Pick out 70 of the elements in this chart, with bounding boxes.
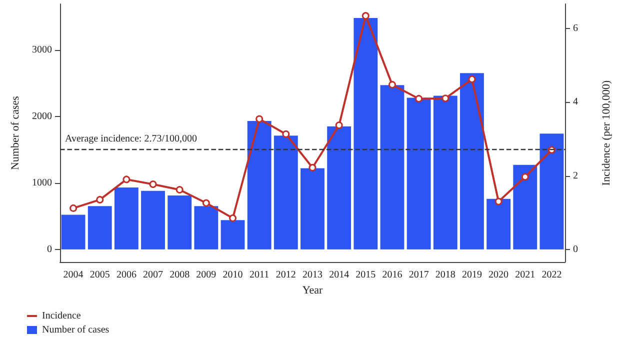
- bar: [513, 164, 538, 250]
- point: [362, 12, 370, 20]
- bar: [168, 196, 192, 250]
- point: [282, 130, 290, 138]
- point: [388, 80, 396, 88]
- x-tick-label: 2009: [196, 270, 216, 280]
- x-tick-label: 2007: [143, 270, 164, 280]
- y-tick-label: 2000: [32, 110, 52, 122]
- bar: [247, 121, 272, 250]
- y2-tick-label: 6: [573, 22, 578, 34]
- y-tick-label: 1000: [32, 177, 52, 188]
- x-tick-label: 2008: [170, 270, 190, 280]
- point: [494, 198, 502, 206]
- y-tick-label: 3000: [32, 44, 52, 56]
- point: [335, 122, 343, 130]
- bar: [406, 98, 431, 250]
- bar: [141, 190, 165, 250]
- bar: [460, 73, 484, 250]
- x-tick-label: 2012: [276, 270, 296, 280]
- x-tick-label: 2011: [250, 270, 270, 280]
- bar: [88, 206, 112, 250]
- y-axis-title: Number of cases: [10, 96, 22, 170]
- x-tick-label: 2020: [488, 270, 509, 280]
- x-tick-label: 2010: [222, 270, 243, 280]
- bar: [433, 96, 458, 250]
- x-tick-label: 2021: [515, 270, 536, 280]
- point: [176, 186, 184, 194]
- legend-label: Incidence: [42, 310, 82, 322]
- bar: [327, 126, 352, 250]
- point: [468, 75, 476, 83]
- x-tick-label: 2019: [462, 270, 482, 280]
- point: [122, 176, 130, 184]
- y2-axis-title: Incidence (per 100,000): [600, 80, 612, 186]
- y2-tick-label: 2: [573, 170, 578, 182]
- point: [70, 204, 78, 212]
- point: [202, 199, 210, 207]
- point: [442, 94, 450, 102]
- point: [149, 180, 157, 188]
- bar: [300, 168, 324, 250]
- point: [229, 214, 237, 222]
- bar: [354, 18, 378, 250]
- bar: [486, 198, 511, 250]
- y2-tick-label: 0: [573, 244, 578, 255]
- x-tick-label: 2016: [382, 270, 402, 280]
- bar: [114, 188, 138, 250]
- y2-tick-label: 4: [573, 96, 578, 108]
- bar: [61, 214, 86, 250]
- x-tick-label: 2017: [408, 270, 429, 280]
- x-tick-label: 2006: [116, 270, 136, 280]
- x-tick-label: 2018: [435, 270, 456, 280]
- bar: [540, 134, 564, 250]
- ref-line-label: Average incidence: 2.73/100,000: [65, 133, 197, 144]
- legend-label: Number of cases: [42, 324, 110, 336]
- x-axis-title: Year: [302, 284, 323, 296]
- point: [256, 115, 264, 123]
- point: [415, 94, 423, 102]
- x-tick-label: 2022: [542, 270, 562, 280]
- bar: [194, 206, 218, 250]
- bar: [220, 220, 245, 250]
- y-tick-label: 0: [47, 244, 52, 255]
- x-tick-label: 2015: [356, 270, 376, 280]
- x-tick-label: 2004: [63, 270, 84, 280]
- point: [521, 173, 529, 181]
- bar: [380, 85, 404, 250]
- x-tick-label: 2005: [90, 270, 110, 280]
- x-tick-label: 2014: [329, 270, 350, 280]
- x-tick-label: 2013: [302, 270, 322, 280]
- point: [96, 196, 104, 204]
- bar: [274, 136, 298, 250]
- point: [308, 164, 316, 172]
